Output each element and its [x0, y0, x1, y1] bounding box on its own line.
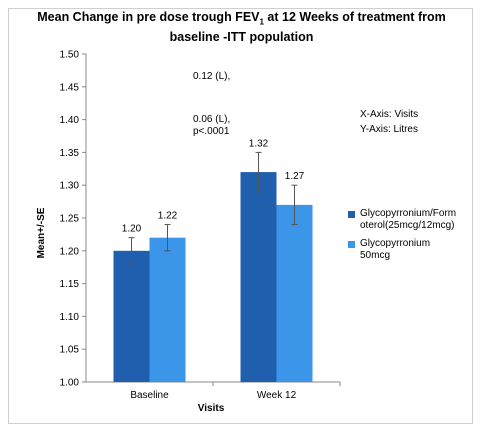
y-tick-label: 1.35 [60, 148, 80, 159]
data-label: 1.32 [249, 138, 269, 149]
title-text-rest: at 12 Weeks of treatment from [263, 10, 446, 24]
annotation-pvalue: p<.0001 [193, 126, 230, 137]
data-label: 1.20 [122, 224, 142, 235]
annotation-diff1: 0.12 (L), [193, 71, 230, 82]
legend-label-line: 50mcg [360, 250, 391, 261]
legend-label-line: Glycopyrronium [360, 238, 431, 249]
y-tick-label: 1.00 [60, 378, 80, 389]
legend-swatch [348, 241, 355, 248]
y-tick-label: 1.15 [60, 279, 80, 290]
y-tick-label: 1.50 [60, 50, 80, 61]
title-subscript: 1 [259, 17, 264, 27]
bars [113, 151, 313, 382]
legend-label-line: oterol(25mcg/12mcg) [360, 220, 455, 231]
title-line2: baseline -ITT population [169, 29, 314, 44]
y-axis: 1.00 1.05 1.10 1.15 1.20 1.25 1.30 1.35 1.40 1.45… [60, 50, 341, 401]
x-tick-label: Baseline [130, 390, 169, 401]
x-axis-title: Visits [198, 403, 225, 414]
legend-label: Glycopyrronium 50mcg [360, 238, 430, 262]
bar [149, 237, 186, 382]
y-axis-title: Mean+/-SE [36, 207, 47, 258]
y-tick-label: 1.25 [60, 214, 80, 225]
y-tick-label: 1.30 [60, 181, 80, 192]
y-tick-label: 1.05 [60, 345, 80, 356]
bar [113, 250, 150, 382]
bar [276, 204, 313, 382]
legend-label: Glycopyrronium/Form oterol(25mcg/12mcg) [360, 208, 456, 232]
annotation-diff2: 0.06 (L), [193, 114, 230, 125]
x-tick-label: Week 12 [257, 390, 297, 401]
data-label: 1.27 [285, 171, 305, 182]
y-axis-note: Y-Axis: Litres [360, 124, 418, 135]
bar [240, 172, 277, 382]
chart-title: Mean Change in pre dose trough FEV1 at 1… [0, 10, 483, 45]
legend: Glycopyrronium/Form oterol(25mcg/12mcg) … [348, 208, 463, 268]
y-tick-label: 1.10 [60, 312, 80, 323]
legend-label-line: Glycopyrronium/Form [360, 208, 457, 219]
legend-item-combo: Glycopyrronium/Form oterol(25mcg/12mcg) [348, 208, 463, 232]
y-tick-label: 1.40 [60, 115, 80, 126]
data-label: 1.22 [158, 211, 178, 222]
legend-swatch [348, 211, 355, 218]
y-tick-label: 1.20 [60, 246, 80, 257]
y-tick-label: 1.45 [60, 82, 80, 93]
data-labels: 1.20 1.22 1.32 1.27 [122, 138, 305, 234]
x-axis-note: X-Axis: Visits [360, 109, 419, 120]
legend-item-mono: Glycopyrronium 50mcg [348, 238, 463, 262]
title-text: Mean Change in pre dose trough FEV [37, 10, 260, 24]
